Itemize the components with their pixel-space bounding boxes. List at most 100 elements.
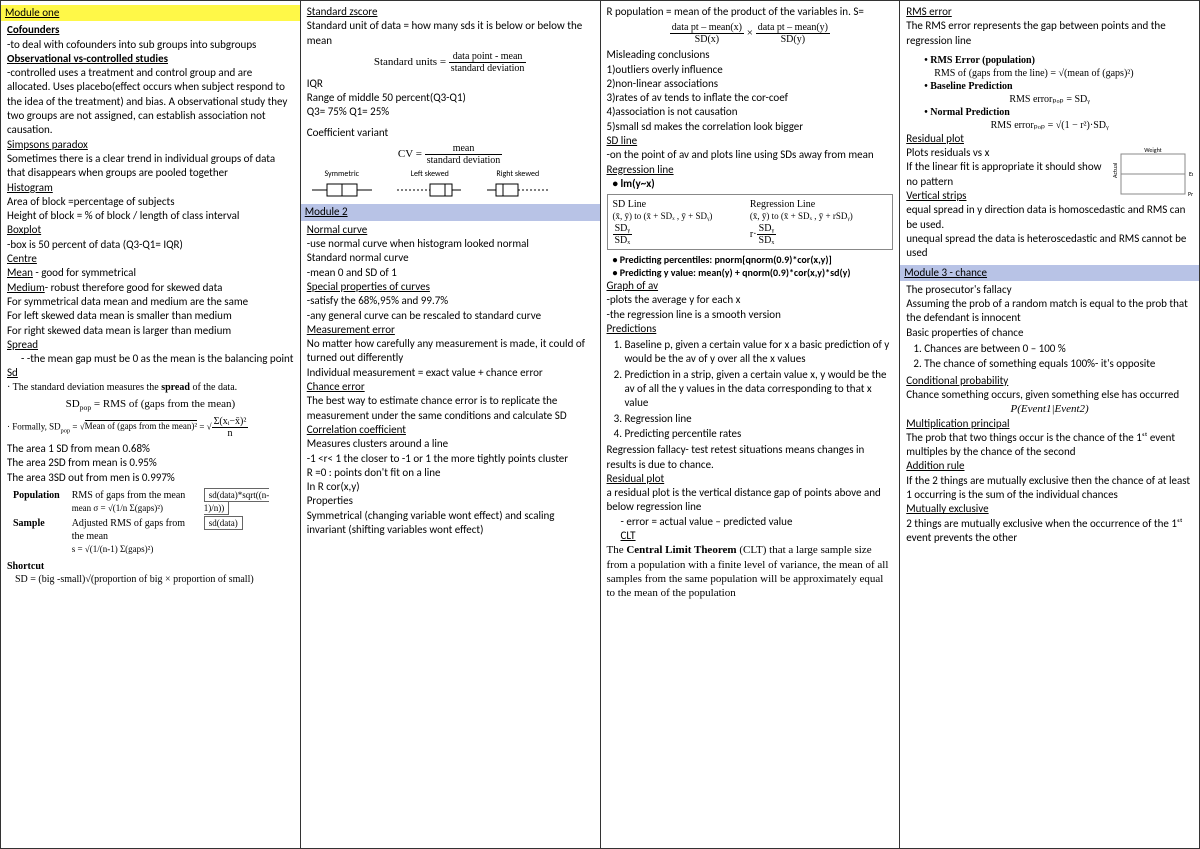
mutex-hdr: Mutually exclusive: [906, 502, 1193, 516]
measure-hdr: Measurement error: [307, 323, 594, 337]
simpsons-hdr: Simpsons paradox: [7, 138, 294, 152]
text: For right skewed data mean is larger tha…: [7, 324, 294, 338]
text: The area 3SD out from men is 0.997%: [7, 471, 294, 485]
col-hdr: SD Line: [613, 198, 750, 211]
text: -the regression line is a smooth version: [607, 308, 894, 322]
text: -plots the average y for each x: [607, 293, 894, 307]
list-item: Predicting percentile rates: [625, 427, 894, 441]
text: CV =: [398, 148, 425, 160]
residual-sketch-icon: Weight Error Actual Predicted: [1113, 146, 1193, 201]
text: · The standard deviation measures the sp…: [7, 381, 294, 394]
text: The prosecutor's fallacy: [906, 283, 1193, 297]
text: Properties: [307, 494, 594, 508]
text: lm(y~x): [607, 177, 894, 191]
text: standard deviation: [449, 63, 527, 74]
svg-text:Error: Error: [1189, 170, 1193, 178]
text: Symmetrical (changing variable wont effe…: [307, 509, 594, 538]
module-1-header: Module one: [1, 5, 300, 21]
list-item: The chance of something equals 100%- it'…: [924, 357, 1193, 371]
text: RMS errorₚₒₚ = SDᵧ: [906, 93, 1193, 106]
cv-formula: CV = meanstandard deviation: [307, 143, 594, 166]
text: No matter how carefully any measurement …: [307, 337, 594, 366]
text: Height of block = % of block / length of…: [7, 209, 294, 223]
text: unequal spread the data is heteroscedast…: [906, 232, 1193, 261]
text: If the 2 things are mutually exclusive t…: [906, 474, 1193, 503]
text: standard deviation: [425, 155, 503, 166]
corr-hdr: Correlation coefficient: [307, 423, 594, 437]
svg-text:Weight: Weight: [1144, 146, 1161, 154]
cell: r·SDᵧSDₓ: [750, 223, 887, 246]
text: The best way to estimate chance error is…: [307, 394, 594, 423]
col-hdr: Regression Line: [750, 198, 887, 211]
text: -use normal curve when histogram looked …: [307, 237, 594, 251]
text: - -the mean gap must be 0 as the mean is…: [7, 352, 294, 366]
cond-formula: P(Event1|Event2): [906, 402, 1193, 416]
list-item: Baseline p, given a certain value for x …: [625, 338, 894, 367]
sd-regression-table: SD Line Regression Line (x̄, ȳ) to (x̄ +…: [607, 194, 894, 250]
cell: sd(data)*sqrt((n-1)/n)): [198, 488, 294, 516]
chance-hdr: Chance error: [307, 380, 594, 394]
cell: SDᵧSDₓ: [613, 223, 750, 246]
centre-hdr: Centre: [7, 252, 294, 266]
text: - robust therefore good for skewed data: [45, 281, 223, 294]
text: Σ(xᵢ−x̄)²: [212, 416, 249, 428]
preds-hdr: Predictions: [607, 322, 894, 336]
rms-hdr: RMS error: [906, 5, 1193, 19]
cell: sd(data): [198, 516, 294, 557]
list-item: Chances are between 0 – 100 %: [924, 342, 1193, 356]
preds-list: Baseline p, given a certain value for x …: [607, 338, 894, 441]
cv-hdr: Coefficient variant: [307, 126, 594, 140]
text: of the data.: [190, 382, 237, 393]
text: SDᵧ: [613, 223, 633, 235]
sd-formula-2: · Formally, SDpop = √Mean of (gaps from …: [7, 416, 294, 439]
list-item: Prediction in a strip, given a certain v…: [625, 368, 894, 411]
text: Mean of (gaps from the mean)²: [85, 420, 197, 431]
bp-label: Right skewed: [483, 169, 553, 179]
text: spread: [161, 382, 190, 393]
boxplot-right-icon: [483, 179, 553, 201]
text: Standard unit of data = how many sds it …: [307, 19, 594, 48]
module-3-header: Module 3 - chance: [900, 265, 1199, 281]
cond-hdr: Conditional probability: [906, 374, 1193, 388]
list-item: Regression line: [625, 412, 894, 426]
text: -1 <r< 1 the closer to -1 or 1 the more …: [307, 452, 594, 466]
graphav-hdr: Graph of av: [607, 279, 894, 293]
obs-hdr: Observational vs-controlled studies: [7, 52, 294, 66]
text: Baseline Prediction: [906, 80, 1193, 93]
text: Individual measurement = exact value + c…: [307, 366, 594, 380]
text: The prob that two things occur is the ch…: [906, 431, 1193, 460]
text: SDₓ: [757, 235, 777, 246]
cell: RMS of gaps from the meanmean σ = √(1/n …: [66, 488, 198, 516]
bp-label: Left skewed: [395, 169, 465, 179]
text: mean σ = √(1/n Σ(gaps)²): [72, 503, 163, 513]
basic-hdr: Basic properties of chance: [906, 326, 1193, 340]
spread-hdr: Spread: [7, 338, 294, 352]
rpop-formula: data pt – mean(x)SD(x) × data pt – mean(…: [607, 22, 894, 45]
special-hdr: Special properties of curves: [307, 280, 594, 294]
text: pop: [80, 403, 92, 412]
text: 2)non-linear associations: [607, 77, 894, 91]
text: -any general curve can be rescaled to st…: [307, 309, 594, 323]
text: The area 1 SD from mean 0.68%: [7, 442, 294, 456]
sdline-hdr: SD line: [607, 134, 894, 148]
text: Normal Prediction: [906, 106, 1193, 119]
text: SDᵧ: [757, 223, 777, 235]
text: For symmetrical data mean and medium are…: [7, 295, 294, 309]
cell: Sample: [7, 516, 66, 557]
text: 2 things are mutually exclusive when the…: [906, 517, 1193, 546]
text: - error = actual value – predicted value: [607, 515, 894, 529]
residual-hdr: Residual plot: [607, 472, 894, 486]
cofounders-hdr: Cofounders: [7, 23, 294, 37]
text: -the mean gap must be 0 as the mean is t…: [27, 352, 294, 365]
text: Q3= 75% Q1= 25%: [307, 105, 594, 119]
text: RMS Error (population): [906, 54, 1193, 67]
text: Mean - good for symmetrical: [7, 266, 294, 280]
text: Formally, SD: [12, 421, 60, 431]
iqr-hdr: IQR: [307, 77, 594, 91]
boxplot-symmetric-icon: [307, 179, 377, 201]
text: Predicting percentiles: pnorm[qnorm(0.9)…: [607, 253, 894, 266]
text: a residual plot is the vertical distance…: [607, 486, 894, 515]
column-3: R population = mean of the product of th…: [601, 1, 901, 848]
cell: (x̄, ȳ) to (x̄ + SDₓ , ȳ + SDᵧ): [613, 211, 750, 223]
svg-text:Actual: Actual: [1113, 163, 1119, 178]
